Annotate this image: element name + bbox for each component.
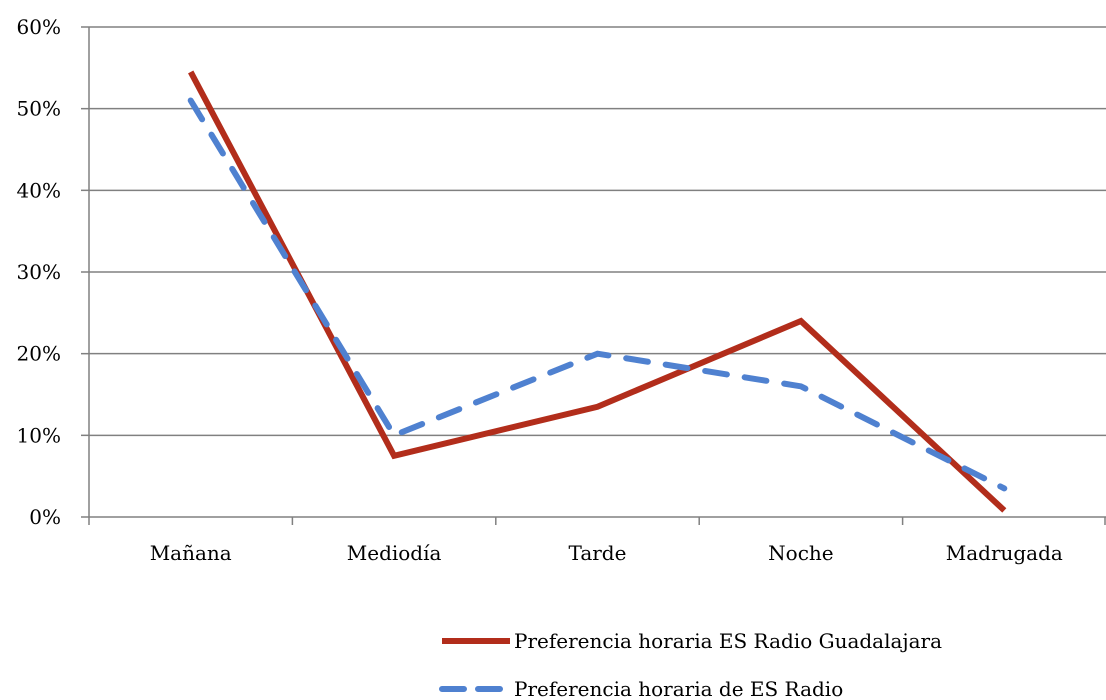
axes <box>81 26 1106 525</box>
series-line-0 <box>188 70 1007 513</box>
y-tick-label: 10% <box>17 423 61 447</box>
y-tick-label: 60% <box>17 15 61 39</box>
x-tick-label: Mediodía <box>347 541 442 565</box>
data-point <box>1001 507 1007 513</box>
x-tick-labels: Mañana Mediodía Tarde Noche Madrugada <box>150 541 1063 565</box>
series-lines <box>187 69 1008 513</box>
y-tick-label: 20% <box>17 342 61 366</box>
data-point <box>391 432 397 438</box>
data-point <box>188 69 194 75</box>
x-tick-label: Noche <box>768 541 833 565</box>
y-tick-label: 50% <box>17 97 61 121</box>
data-point <box>798 318 804 324</box>
data-point <box>188 98 194 104</box>
grid-lines <box>89 26 1106 437</box>
data-point <box>798 383 804 389</box>
legend-label-0: Preferencia horaria ES Radio Guadalajara <box>514 629 942 653</box>
x-tick-label: Madrugada <box>946 541 1063 565</box>
x-tick-label: Mañana <box>150 541 232 565</box>
x-tick-label: Tarde <box>569 541 627 565</box>
y-tick-label: 40% <box>17 178 61 202</box>
data-point <box>1001 485 1007 491</box>
series-line-1 <box>187 97 1008 492</box>
data-point <box>595 404 601 410</box>
y-tick-label: 30% <box>17 260 61 284</box>
y-tick-labels: 0% 10% 20% 30% 40% 50% 60% <box>17 15 61 529</box>
data-point <box>391 453 397 459</box>
data-point <box>595 351 601 357</box>
legend-label-1: Preferencia horaria de ES Radio <box>514 677 843 700</box>
y-tick-label: 0% <box>29 505 61 529</box>
legend: Preferencia horaria ES Radio Guadalajara… <box>439 629 942 700</box>
